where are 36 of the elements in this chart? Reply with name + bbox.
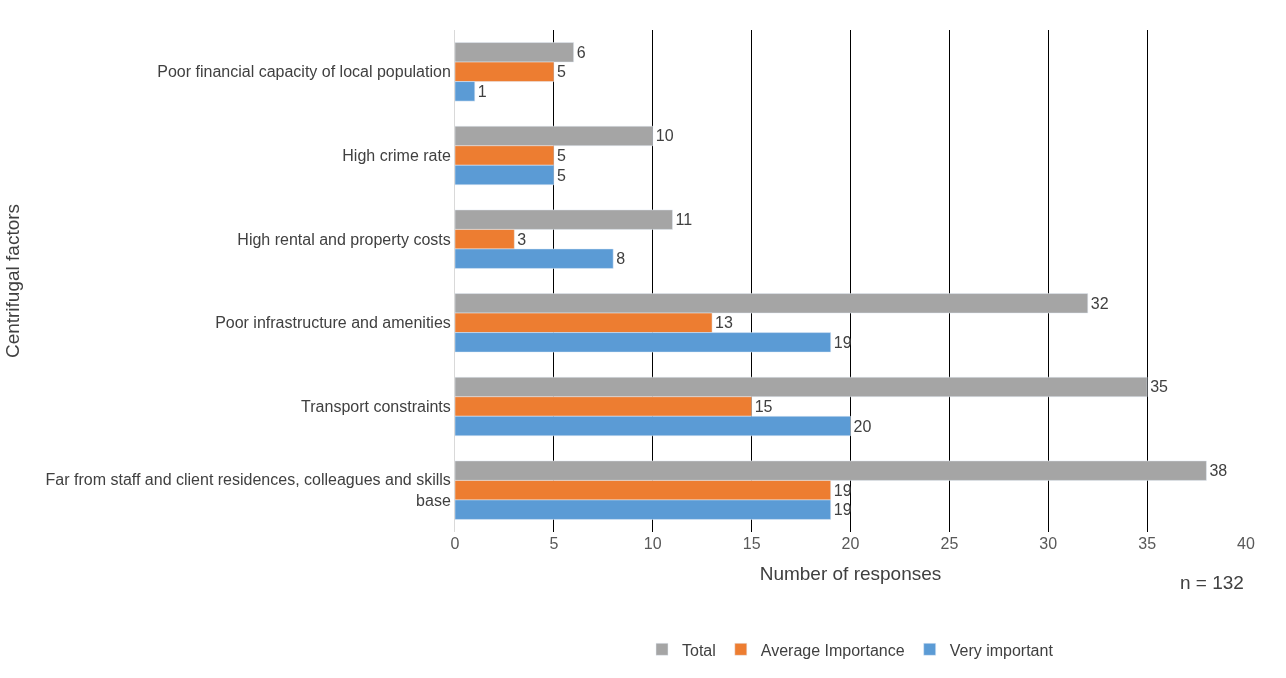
data-label: 5	[556, 63, 566, 81]
data-label: 20	[853, 417, 872, 435]
x-tick-label: 15	[742, 535, 761, 552]
y-tick-label: Transport constraints	[301, 398, 451, 416]
x-axis-title: Number of responses	[759, 562, 942, 584]
y-tick-label: Far from staff and client residences, colleagues and skills base	[45, 471, 451, 510]
x-tick-label: 20	[841, 535, 860, 552]
data-label: 13	[715, 314, 733, 332]
data-label: 5	[556, 166, 566, 184]
x-tick-label: 5	[549, 535, 559, 552]
data-label: 6	[576, 43, 586, 61]
x-tick-label: 40	[1237, 535, 1255, 552]
x-tick-label: 10	[643, 535, 662, 552]
legend-label: Total	[682, 641, 716, 659]
data-label: 38	[1209, 462, 1228, 480]
data-label: 15	[754, 398, 773, 415]
data-label: 35	[1150, 378, 1169, 396]
y-tick-label: High crime rate	[342, 147, 451, 165]
x-tick-label: 0	[450, 535, 460, 552]
data-label: 3	[517, 230, 527, 248]
data-label: 10	[655, 127, 674, 145]
data-label: 1	[477, 82, 487, 100]
data-label: 8	[616, 250, 626, 268]
data-label: 32	[1090, 294, 1109, 312]
y-tick-label: High rental and property costs	[237, 230, 451, 248]
y-tick-label: Poor infrastructure and amenities	[215, 314, 451, 332]
text: n = 132	[1180, 572, 1244, 593]
legend-label: Very important	[949, 641, 1054, 659]
y-axis-title: Centrifugal factors	[2, 203, 24, 359]
data-label: 11	[675, 211, 693, 229]
data-label: 5	[556, 147, 566, 164]
x-tick-label: 25	[940, 535, 959, 552]
legend-label: Average Importance	[760, 641, 905, 659]
y-tick-label: Poor financial capacity of local population	[157, 63, 451, 81]
x-tick-label: 35	[1138, 535, 1157, 552]
x-tick-label: 30	[1039, 535, 1058, 552]
